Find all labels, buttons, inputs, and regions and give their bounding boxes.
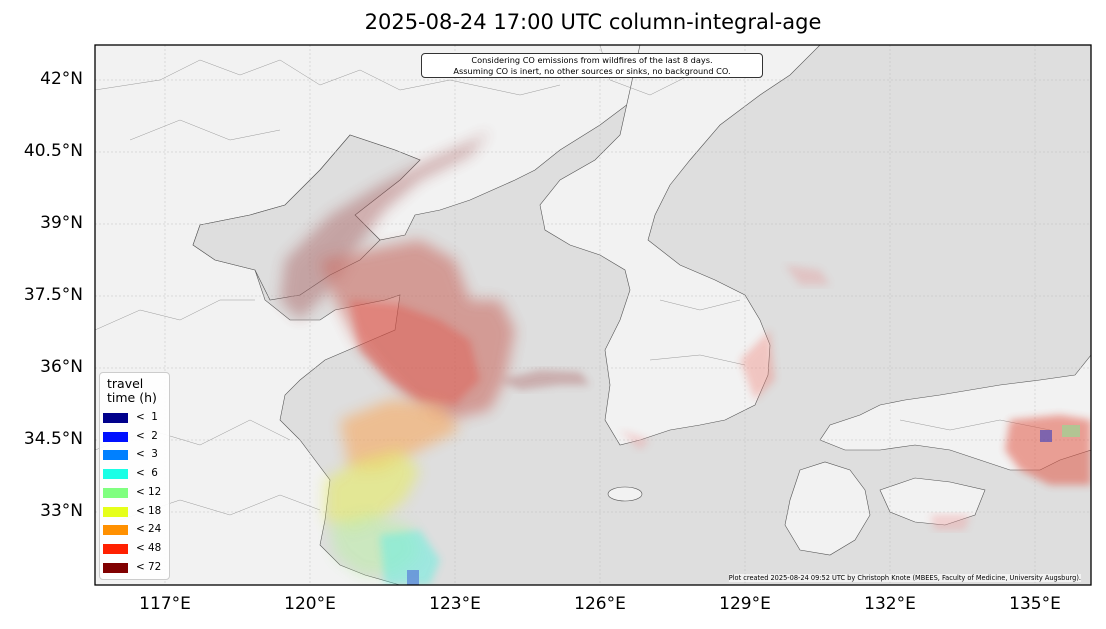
legend-label: < 6 <box>136 467 158 480</box>
lat-tick-40-5: 40.5°N <box>23 141 83 161</box>
lon-tick-123: 123°E <box>429 594 481 614</box>
legend-swatch <box>103 450 128 461</box>
lat-tick-34-5: 34.5°N <box>23 429 83 449</box>
land-shikoku <box>879 477 986 526</box>
legend-label: < 72 <box>136 560 162 573</box>
graticule <box>95 45 1091 585</box>
legend-label: < 48 <box>136 541 162 554</box>
legend-label: < 2 <box>136 429 158 442</box>
lat-tick-39: 39°N <box>40 213 83 233</box>
lon-tick-135: 135°E <box>1009 594 1061 614</box>
legend-swatch <box>103 525 128 536</box>
legend-swatch <box>103 543 128 554</box>
legend: travel time (h) < 1 < 2 < 3 < 6 < 12 < 18 < 24… <box>99 372 170 580</box>
legend-swatch <box>103 413 128 423</box>
legend-label: < 1 <box>136 411 158 423</box>
legend-swatch <box>103 431 128 442</box>
map-title: 2025-08-24 17:00 UTC column-integral-age <box>364 10 822 34</box>
legend-label: < 3 <box>136 448 158 461</box>
legend-title: travel time (h) <box>107 377 157 405</box>
legend-label: < 24 <box>136 523 162 536</box>
lat-tick-36: 36°N <box>40 357 83 377</box>
lon-tick-132: 132°E <box>864 594 916 614</box>
legend-label: < 12 <box>136 485 162 498</box>
lat-tick-42: 42°N <box>40 69 83 89</box>
land-korea <box>539 45 821 446</box>
note-line-1: Considering CO emissions from wildfires … <box>471 55 713 65</box>
lat-tick-37-5: 37.5°N <box>23 285 83 305</box>
legend-swatch <box>103 506 128 517</box>
land-kyushu <box>784 461 871 556</box>
legend-swatch <box>103 562 128 573</box>
legend-label: < 18 <box>136 504 162 517</box>
map-frame <box>94 44 1092 586</box>
land-jeju <box>607 486 643 502</box>
lon-tick-120: 120°E <box>284 594 336 614</box>
lon-tick-126: 126°E <box>574 594 626 614</box>
legend-swatch <box>103 487 128 498</box>
lat-tick-33: 33°N <box>40 501 83 521</box>
smoke-plume <box>280 130 1091 585</box>
legend-title-line-2: time (h) <box>107 390 157 405</box>
lon-tick-117: 117°E <box>139 594 191 614</box>
legend-title-line-1: travel <box>107 376 144 391</box>
info-note: Considering CO emissions from wildfires … <box>421 53 763 78</box>
legend-swatch <box>103 469 128 480</box>
credit-text: Plot created 2025-08-24 09:52 UTC by Chr… <box>728 574 1081 582</box>
lon-tick-129: 129°E <box>719 594 771 614</box>
note-line-2: Assuming CO is inert, no other sources o… <box>453 66 731 76</box>
